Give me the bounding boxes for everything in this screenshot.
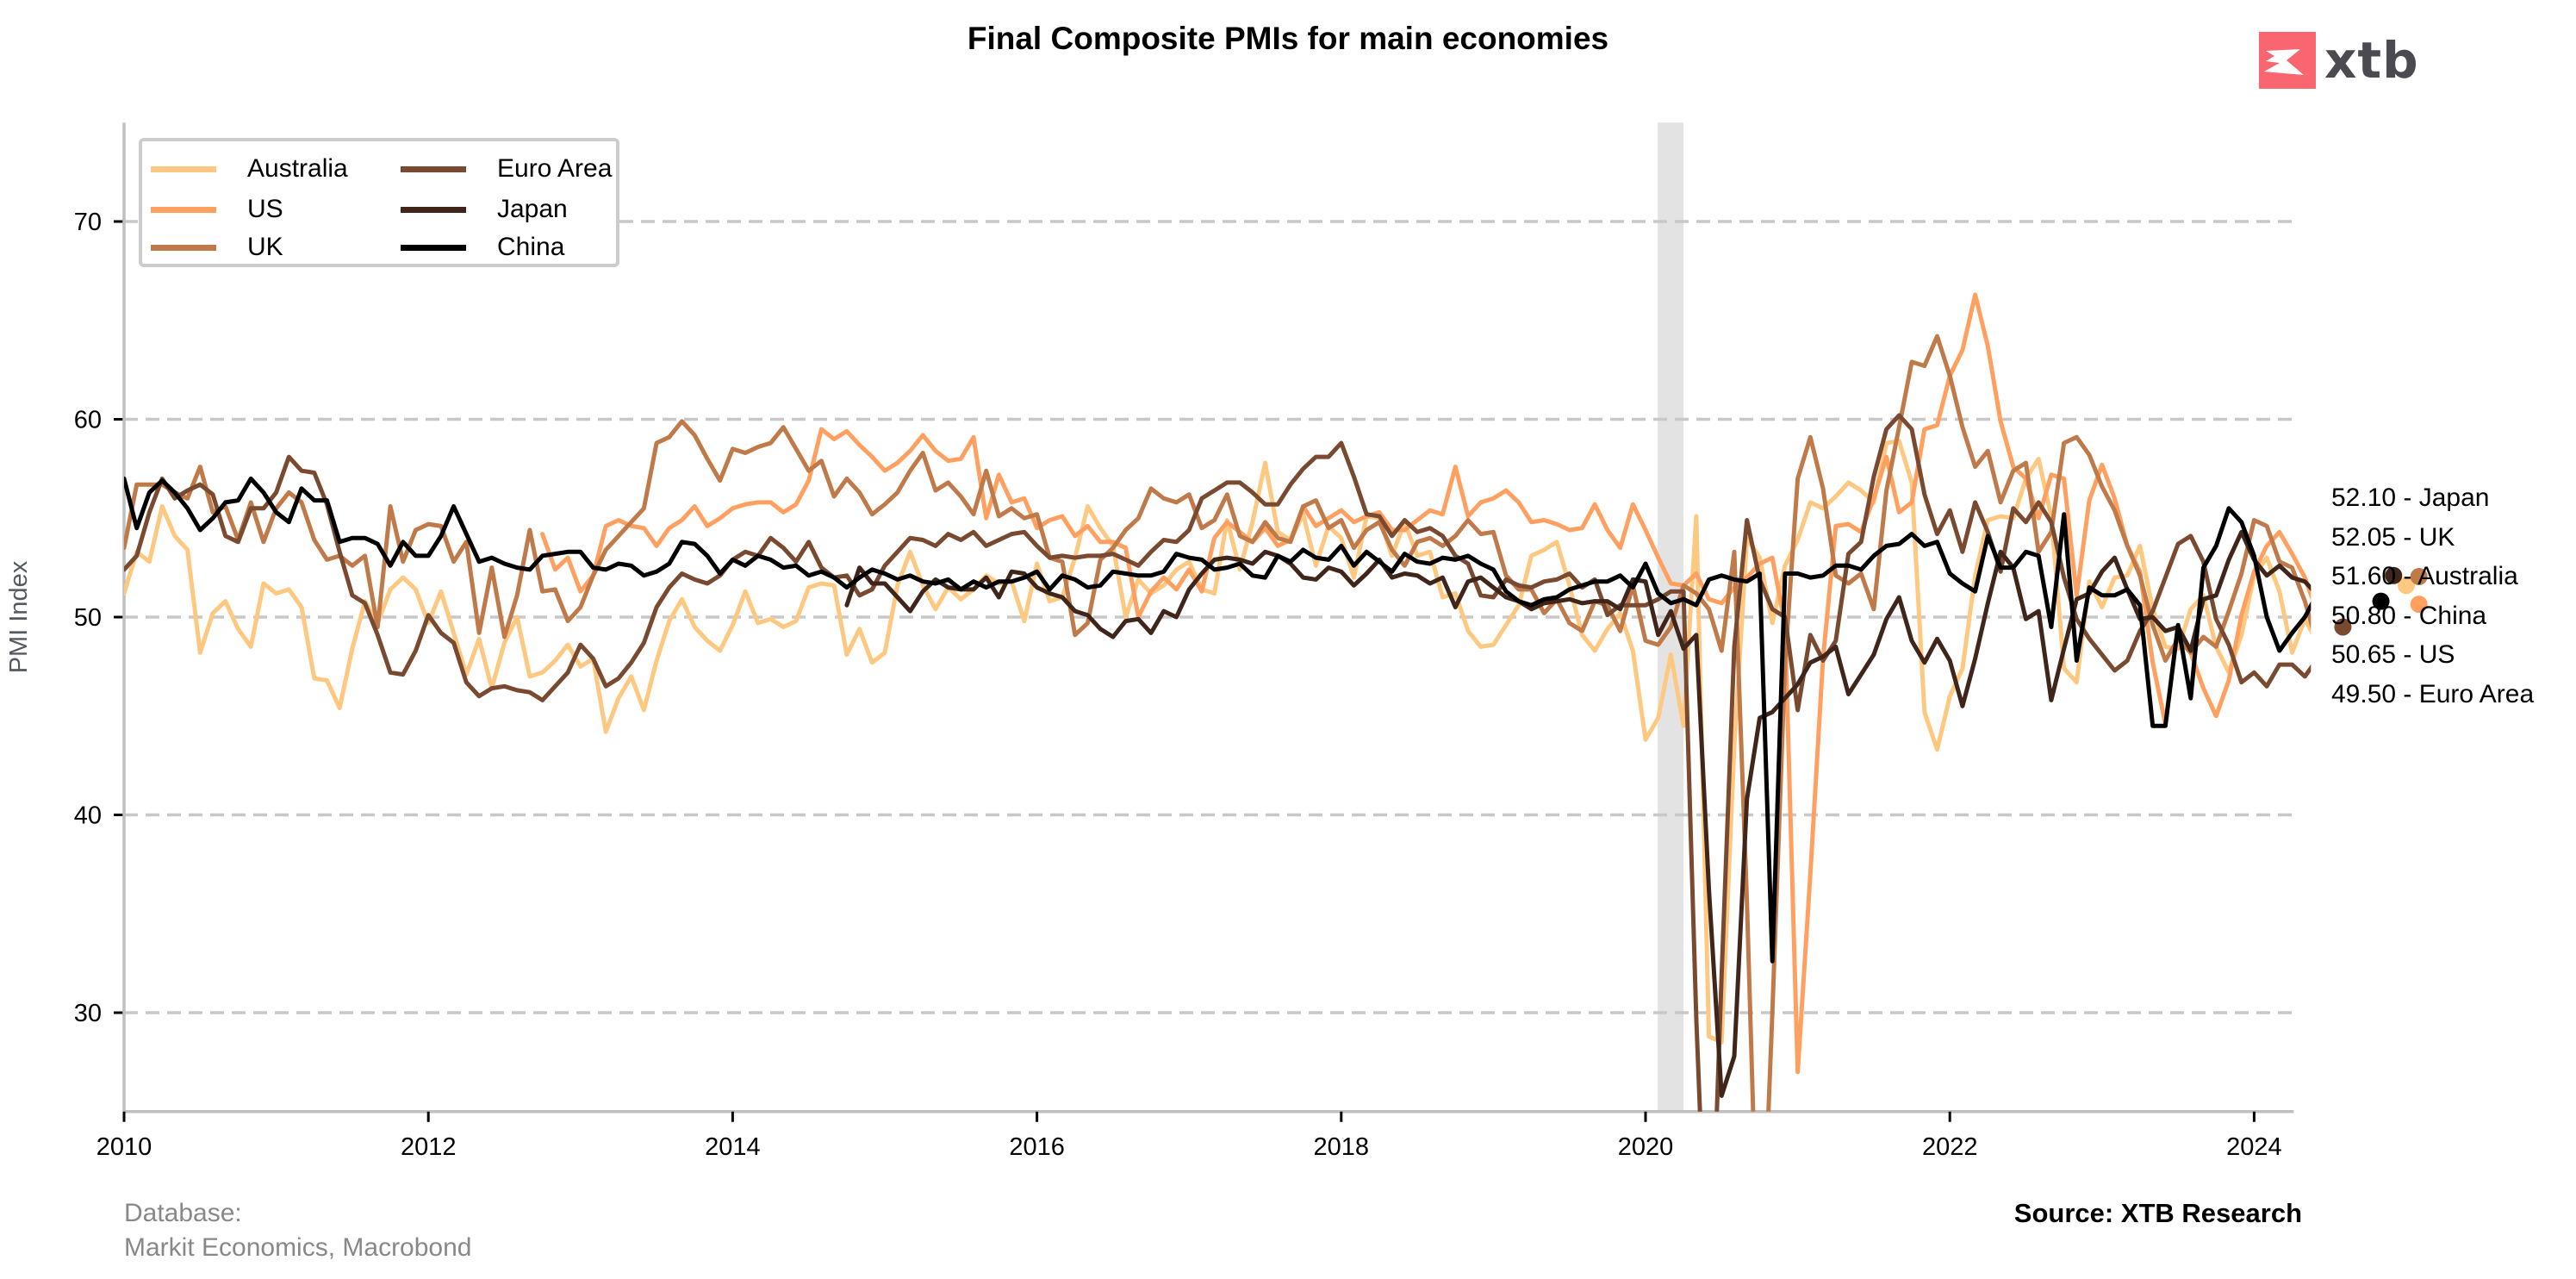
legend-item-japan: Japan [401, 192, 616, 227]
end-dot-australia [2398, 577, 2415, 595]
y-tick-label: 30 [74, 1000, 102, 1027]
latest-value-japan: 52.10 - Japan [2331, 484, 2490, 512]
legend-swatch [151, 166, 216, 172]
x-tick-label: 2012 [401, 1133, 457, 1161]
series-line-euro-area [124, 413, 2312, 1112]
x-tick-label: 2010 [96, 1133, 152, 1161]
y-tick-label: 60 [74, 407, 102, 434]
legend-label: China [497, 233, 565, 261]
legend-swatch [401, 207, 466, 213]
latest-value-uk: 52.05 - UK [2331, 522, 2455, 552]
legend-item-us: US [151, 192, 366, 227]
chart-title: Final Composite PMIs for main economies [967, 21, 1609, 56]
series-line-china [124, 476, 2312, 964]
latest-value-us: 50.65 - US [2331, 640, 2455, 669]
database-label: Database: [124, 1199, 242, 1227]
legend-item-china: China [401, 233, 616, 262]
x-tick-label: 2014 [705, 1133, 761, 1161]
legend-label: UK [247, 233, 283, 261]
end-dot-china [2372, 592, 2390, 610]
database-note: Database: Markit Economics, Macrobond [124, 1196, 899, 1265]
legend-swatch [401, 166, 466, 172]
legend-label: Japan [497, 195, 568, 223]
y-tick-label: 40 [74, 802, 102, 830]
series-line-uk [124, 334, 2312, 1112]
legend-label: Euro Area [497, 154, 613, 183]
legend-item-uk: UK [151, 233, 366, 262]
series-line-us [540, 292, 2312, 1075]
series-line-japan [844, 529, 2312, 1098]
database-sources: Markit Economics, Macrobond [124, 1233, 472, 1262]
end-dot-euro-area [2334, 618, 2352, 636]
end-dot-japan [2385, 566, 2403, 584]
x-tick-label: 2018 [1314, 1133, 1370, 1161]
source-note: Source: XTB Research [2013, 1198, 2302, 1228]
x-tick-label: 2022 [1922, 1133, 1978, 1161]
x-tick-label: 2020 [1618, 1133, 1674, 1161]
latest-values-list: 52.10 - Japan 52.05 - UK 51.60 - Austral… [2331, 478, 2573, 714]
chart-legend: Australia US UK Euro Area Japan China [139, 138, 619, 267]
legend-swatch [151, 245, 216, 251]
latest-value-china: 50.80 - China [2331, 601, 2487, 630]
y-tick-label: 70 [74, 209, 102, 236]
y-tick-label: 50 [74, 604, 102, 632]
legend-label: Australia [247, 154, 348, 183]
end-dot-uk [2410, 567, 2428, 585]
latest-value-euro-area: 49.50 - Euro Area [2331, 679, 2535, 708]
legend-swatch [401, 245, 466, 251]
x-tick-label: 2016 [1009, 1133, 1065, 1161]
legend-label: US [247, 195, 283, 223]
legend-item-australia: Australia [151, 152, 366, 186]
x-tick-label: 2024 [2226, 1133, 2282, 1161]
xtb-logo: xtb [2259, 32, 2419, 89]
xtb-logo-text: xtb [2324, 31, 2419, 90]
end-dot-us [2410, 596, 2428, 614]
legend-swatch [151, 207, 216, 213]
xtb-logo-icon [2259, 32, 2316, 89]
legend-item-euro-area: Euro Area [401, 152, 616, 186]
latest-value-australia: 51.60 - Australia [2331, 562, 2518, 590]
